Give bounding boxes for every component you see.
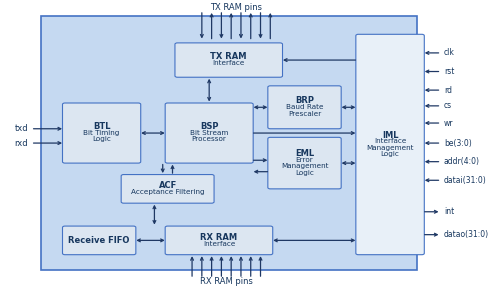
FancyBboxPatch shape bbox=[268, 86, 341, 129]
Text: Bit Stream: Bit Stream bbox=[190, 130, 228, 136]
Text: cs: cs bbox=[444, 101, 452, 110]
Text: Management: Management bbox=[366, 145, 414, 151]
Text: Logic: Logic bbox=[295, 170, 314, 175]
Text: RX RAM pins: RX RAM pins bbox=[200, 277, 252, 286]
Text: Logic: Logic bbox=[380, 151, 400, 157]
Text: rxd: rxd bbox=[14, 138, 28, 148]
Text: addr(4:0): addr(4:0) bbox=[444, 157, 480, 166]
Text: BSP: BSP bbox=[200, 122, 218, 131]
Text: datai(31:0): datai(31:0) bbox=[444, 176, 486, 185]
Text: RX RAM: RX RAM bbox=[200, 233, 237, 242]
Text: Interface: Interface bbox=[212, 60, 245, 66]
FancyBboxPatch shape bbox=[121, 175, 214, 203]
FancyBboxPatch shape bbox=[165, 103, 253, 163]
FancyBboxPatch shape bbox=[356, 34, 424, 255]
Text: clk: clk bbox=[444, 49, 454, 58]
Text: Processor: Processor bbox=[192, 136, 226, 142]
Text: IML: IML bbox=[382, 131, 398, 140]
Bar bbox=[40, 16, 417, 271]
Text: TX RAM: TX RAM bbox=[210, 52, 247, 62]
Text: EML: EML bbox=[295, 149, 314, 158]
FancyBboxPatch shape bbox=[165, 226, 272, 255]
Text: Acceptance Filtering: Acceptance Filtering bbox=[131, 189, 204, 195]
Text: wr: wr bbox=[444, 118, 454, 127]
Text: int: int bbox=[444, 207, 454, 216]
Text: Receive FIFO: Receive FIFO bbox=[68, 236, 130, 245]
Text: rd: rd bbox=[444, 86, 452, 95]
Text: BRP: BRP bbox=[295, 97, 314, 105]
Text: TX RAM pins: TX RAM pins bbox=[210, 3, 262, 12]
Text: Interface: Interface bbox=[203, 240, 235, 247]
Text: Error: Error bbox=[296, 157, 314, 163]
Text: Interface: Interface bbox=[374, 138, 406, 144]
Text: Management: Management bbox=[281, 163, 328, 169]
Text: Bit Timing: Bit Timing bbox=[84, 130, 120, 136]
FancyBboxPatch shape bbox=[175, 43, 282, 77]
FancyBboxPatch shape bbox=[268, 137, 341, 189]
Text: Prescaler: Prescaler bbox=[288, 111, 321, 116]
Text: Baud Rate: Baud Rate bbox=[286, 104, 324, 110]
Text: txd: txd bbox=[14, 124, 28, 133]
Text: rst: rst bbox=[444, 67, 454, 76]
Text: ACF: ACF bbox=[158, 181, 176, 190]
Text: be(3:0): be(3:0) bbox=[444, 138, 471, 148]
FancyBboxPatch shape bbox=[62, 103, 140, 163]
Text: datao(31:0): datao(31:0) bbox=[444, 230, 489, 239]
FancyBboxPatch shape bbox=[62, 226, 136, 255]
Text: Logic: Logic bbox=[92, 136, 111, 142]
Text: BTL: BTL bbox=[93, 122, 110, 131]
